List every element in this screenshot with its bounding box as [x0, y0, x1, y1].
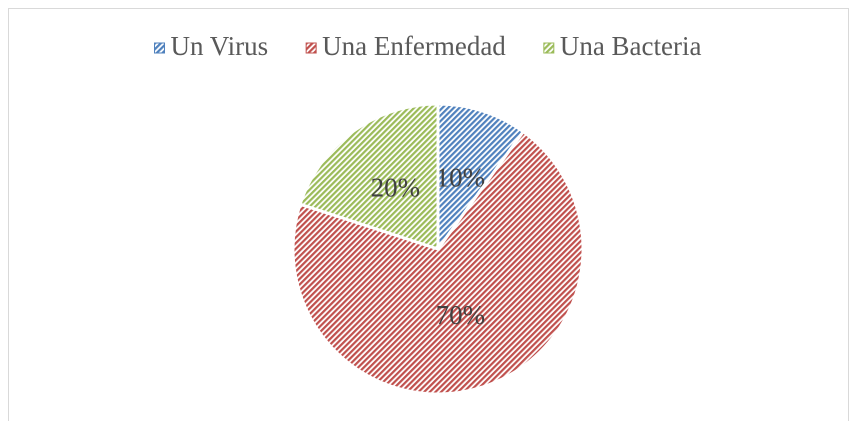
- legend-item: Una Bacteria: [543, 31, 702, 61]
- pie-slice: [298, 102, 440, 252]
- pie-slice: [291, 129, 585, 396]
- slice-label: 10%: [436, 162, 486, 192]
- slice-label: 20%: [371, 173, 421, 203]
- legend-label: Una Enfermedad: [322, 31, 506, 61]
- legend-item: Una Enfermedad: [305, 31, 506, 61]
- slice-label: 70%: [436, 300, 486, 330]
- legend-marker: [305, 42, 317, 54]
- legend-label: Un Virus: [171, 31, 269, 61]
- legend-label: Una Bacteria: [560, 31, 702, 61]
- legend-item: Un Virus: [154, 31, 269, 61]
- legend-marker: [543, 42, 555, 54]
- pie-slice: [436, 102, 526, 254]
- legend-marker: [154, 42, 166, 54]
